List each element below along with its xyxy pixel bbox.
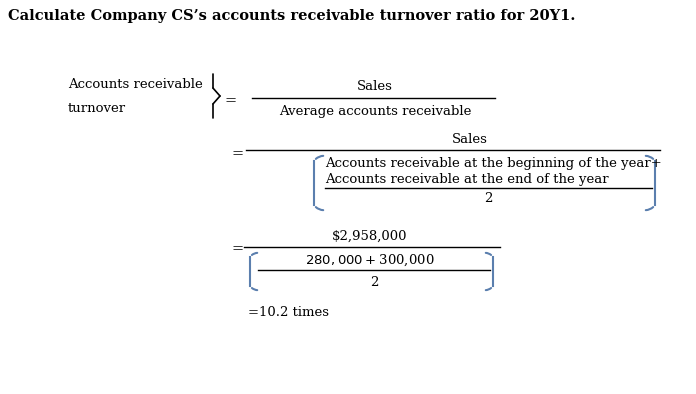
Text: 2: 2 — [370, 275, 378, 288]
Text: turnover: turnover — [68, 102, 126, 115]
Text: $280,000+$300,000: $280,000+$300,000 — [306, 252, 435, 268]
Text: Accounts receivable at the end of the year: Accounts receivable at the end of the ye… — [325, 173, 608, 186]
Text: =10.2 times: =10.2 times — [248, 305, 329, 318]
Text: =: = — [232, 242, 244, 256]
Text: Sales: Sales — [452, 132, 488, 145]
Text: Average accounts receivable: Average accounts receivable — [279, 104, 471, 117]
Text: Sales: Sales — [357, 80, 393, 93]
Text: Accounts receivable: Accounts receivable — [68, 78, 203, 91]
Text: =: = — [224, 94, 236, 108]
Text: $2,958,000: $2,958,000 — [332, 229, 408, 242]
Text: Accounts receivable at the beginning of the year+: Accounts receivable at the beginning of … — [325, 156, 662, 169]
Text: 2: 2 — [484, 193, 493, 206]
Text: Calculate Company CS’s accounts receivable turnover ratio for 20Y1.: Calculate Company CS’s accounts receivab… — [8, 9, 576, 23]
Text: =: = — [232, 147, 244, 161]
